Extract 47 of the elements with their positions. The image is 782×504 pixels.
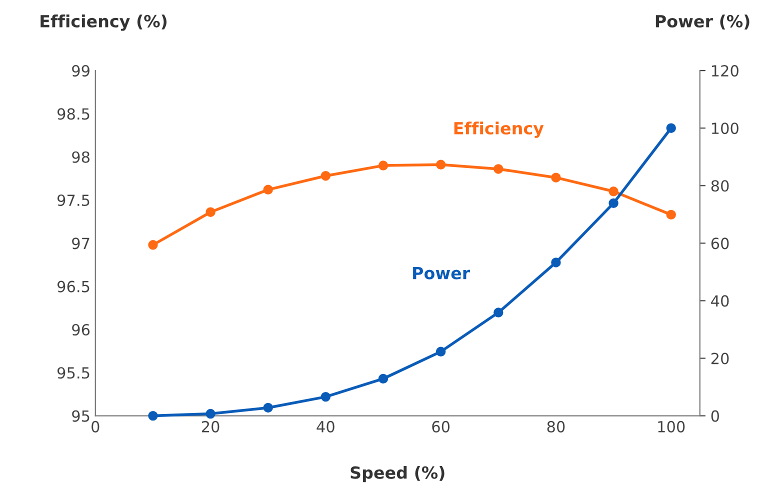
point [148, 240, 158, 250]
x-axis-title: Speed (%) [350, 466, 444, 482]
y-tick-label: 96.5 [57, 280, 90, 292]
point [494, 308, 504, 318]
y2-tick-label: 100 [712, 122, 738, 134]
y2-tick-label: 20 [711, 352, 729, 364]
x-tick-label: 0 [92, 420, 100, 432]
y-tick-label: 98.5 [57, 108, 90, 120]
y-tick-label: 99 [72, 65, 90, 77]
point [206, 207, 216, 217]
x-tick-label: 100 [658, 420, 685, 432]
point [436, 346, 446, 357]
y2-tick-label: 40 [711, 295, 729, 307]
x-tick-label: 20 [202, 420, 220, 432]
y-axis-title: Efficiency (%) [40, 14, 167, 31]
point [320, 392, 331, 402]
y-tick-label: 95 [72, 410, 90, 422]
x-tick-label: 40 [316, 420, 334, 432]
point [551, 258, 561, 268]
point [608, 186, 618, 196]
point [436, 160, 446, 170]
x-tick-label: 80 [547, 420, 565, 432]
y-tick-label: 95.5 [57, 367, 90, 379]
point [378, 160, 388, 170]
point [608, 198, 618, 208]
point [206, 408, 216, 419]
point [666, 210, 676, 220]
point [148, 410, 158, 421]
x-tick-label: 60 [432, 420, 450, 432]
text: Power [413, 266, 470, 280]
y2-tick-label: 120 [712, 65, 738, 77]
point [320, 170, 331, 181]
y-tick-label: 97 [72, 238, 90, 250]
y2-axis-title: Power (%) [656, 14, 750, 30]
point [263, 184, 273, 195]
series-label: Efficiency [454, 122, 544, 138]
point [378, 374, 388, 384]
point [666, 123, 676, 133]
point [263, 402, 273, 413]
y2-tick-label: 0 [711, 410, 720, 422]
y2-tick-label: 80 [711, 180, 729, 192]
y2-tick-label: 60 [711, 238, 729, 250]
point [551, 172, 561, 182]
y-tick-label: 98 [72, 151, 90, 163]
y-tick-label: 96 [72, 324, 90, 336]
y-tick-label: 97.5 [57, 194, 90, 206]
point [494, 164, 504, 174]
